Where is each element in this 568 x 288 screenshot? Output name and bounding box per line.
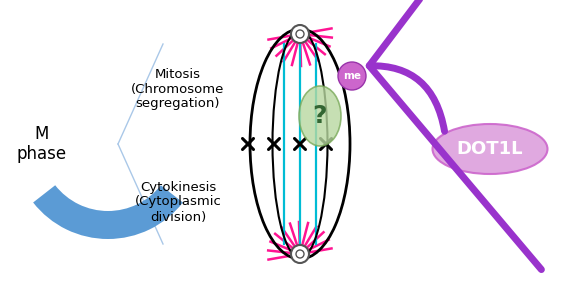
Text: M
phase: M phase	[17, 125, 67, 163]
Ellipse shape	[432, 124, 548, 174]
Text: Cytokinesis
(Cytoplasmic
division): Cytokinesis (Cytoplasmic division)	[135, 181, 222, 223]
Circle shape	[296, 30, 304, 38]
Text: Mitosis
(Chromosome
segregation): Mitosis (Chromosome segregation)	[131, 67, 225, 111]
Circle shape	[291, 25, 309, 43]
Circle shape	[338, 62, 366, 90]
Text: DOT1L: DOT1L	[457, 140, 523, 158]
Wedge shape	[33, 185, 183, 239]
Circle shape	[291, 245, 309, 263]
Ellipse shape	[299, 86, 341, 146]
Text: ?: ?	[313, 104, 327, 128]
Circle shape	[296, 250, 304, 258]
FancyArrowPatch shape	[369, 0, 541, 270]
Text: me: me	[343, 71, 361, 81]
